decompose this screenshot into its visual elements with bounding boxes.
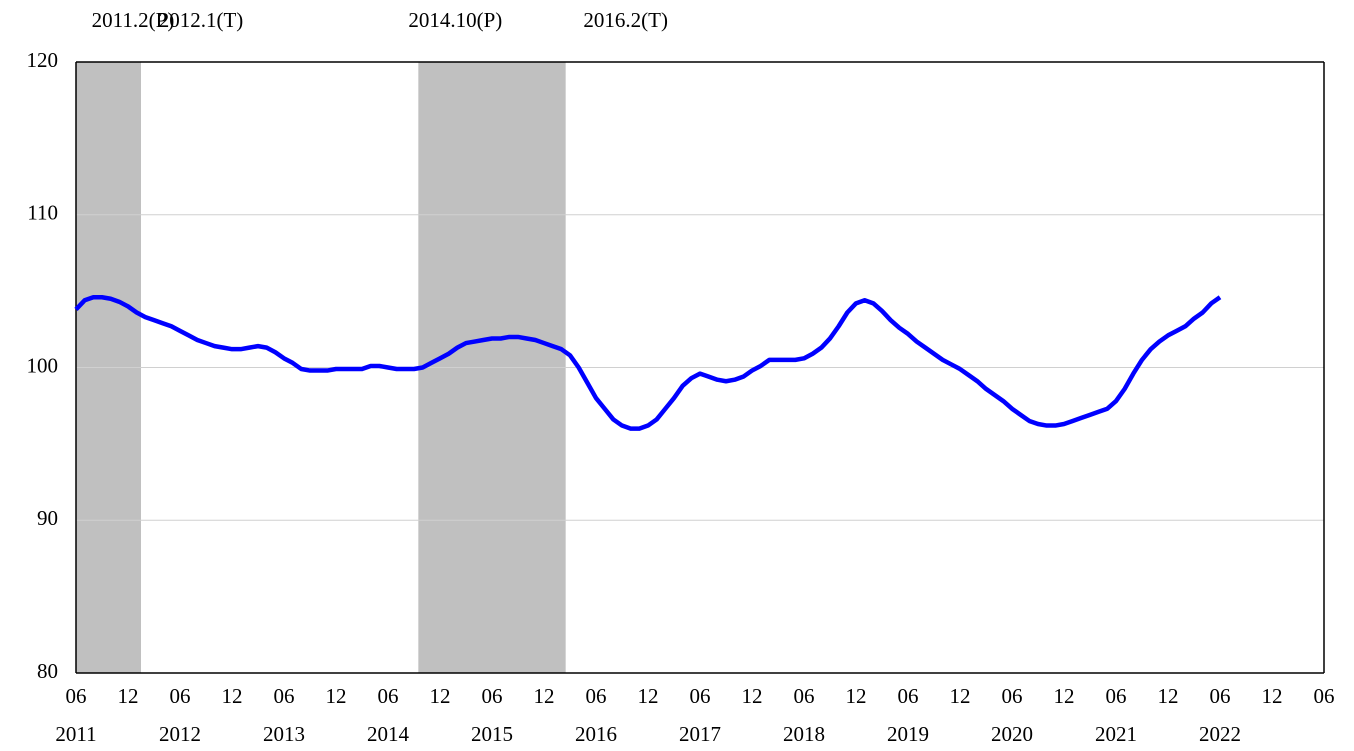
x-tick-label: 12 [222,684,243,708]
y-tick-label: 110 [27,201,58,225]
period-start-label: 2014.10(P) [408,8,502,32]
x-tick-label: 06 [1210,684,1231,708]
x-tick-label: 12 [950,684,971,708]
x-tick-label: 12 [638,684,659,708]
x-tick-label: 06 [1002,684,1023,708]
x-tick-label: 06 [794,684,815,708]
year-label: 2022 [1199,722,1241,746]
y-tick-label: 100 [27,353,59,377]
x-tick-label: 12 [430,684,451,708]
year-label: 2014 [367,722,410,746]
period-end-label: 2016.2(T) [583,8,668,32]
year-label: 2021 [1095,722,1137,746]
x-tick-label: 06 [690,684,711,708]
x-tick-label: 06 [482,684,503,708]
x-tick-label: 12 [846,684,867,708]
x-tick-label: 06 [170,684,191,708]
x-tick-label: 12 [1262,684,1283,708]
x-tick-label: 12 [326,684,347,708]
series-line [74,294,1222,431]
x-tick-label: 12 [534,684,555,708]
y-tick-label: 80 [37,659,58,683]
year-label: 2018 [783,722,825,746]
x-tick-label: 12 [1054,684,1075,708]
x-tick-label: 06 [1106,684,1127,708]
x-tick-label: 06 [66,684,87,708]
year-label: 2020 [991,722,1033,746]
x-tick-label: 12 [1158,684,1179,708]
year-label: 2012 [159,722,201,746]
year-label: 2011 [55,722,96,746]
y-tick-label: 120 [27,48,59,72]
year-label: 2016 [575,722,617,746]
y-tick-label: 90 [37,506,58,530]
x-tick-label: 06 [378,684,399,708]
period-start-label: 2011.2(P) [92,8,175,32]
x-tick-label: 12 [118,684,139,708]
year-label: 2017 [679,722,721,746]
year-label: 2019 [887,722,929,746]
year-label: 2015 [471,722,513,746]
x-tick-label: 06 [1314,684,1335,708]
x-tick-label: 12 [742,684,763,708]
x-tick-label: 06 [898,684,919,708]
x-tick-label: 06 [586,684,607,708]
period-end-label: 2012.1(T) [159,8,244,32]
x-tick-label: 06 [274,684,295,708]
year-label: 2013 [263,722,305,746]
